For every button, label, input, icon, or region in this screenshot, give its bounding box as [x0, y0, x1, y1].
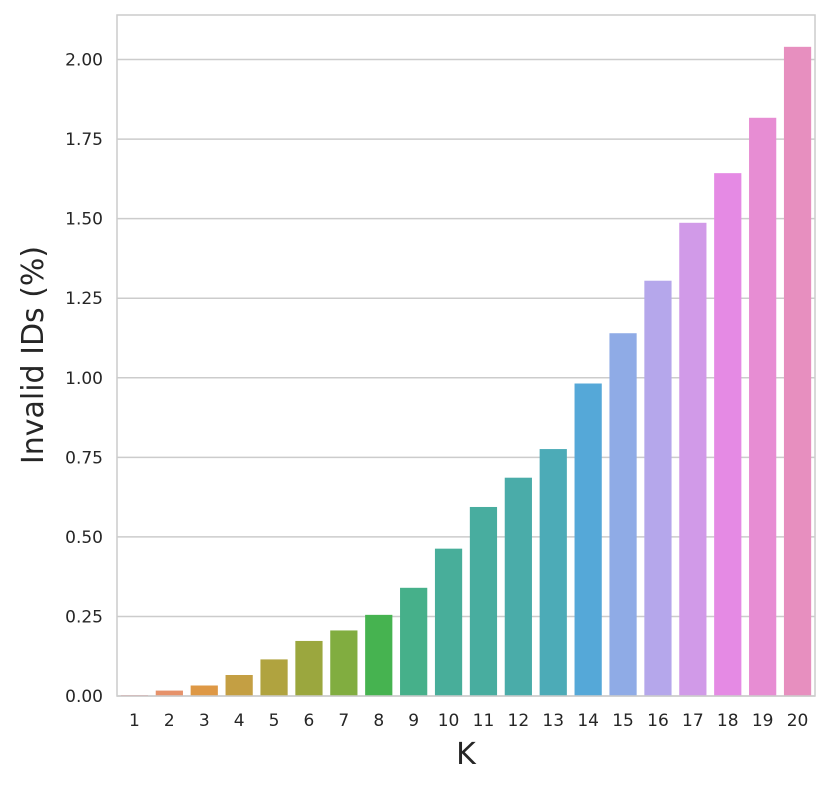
bar-k-12: [504, 477, 532, 696]
y-tick-label: 1.75: [65, 130, 103, 150]
bar-k-2: [155, 690, 183, 696]
x-tick-label: 17: [682, 711, 704, 731]
x-tick-label: 12: [508, 711, 530, 731]
x-tick-label: 1: [129, 711, 140, 731]
x-tick-label: 10: [438, 711, 460, 731]
x-tick-label: 20: [787, 711, 809, 731]
y-tick-label: 1.50: [65, 210, 103, 230]
bar-k-18: [714, 173, 742, 696]
bar-k-13: [539, 449, 567, 696]
bar-k-19: [749, 117, 777, 697]
plot-frame: [116, 14, 816, 697]
y-tick-label: 0.00: [65, 687, 103, 707]
bar-k-6: [295, 640, 323, 696]
x-tick-label: 14: [577, 711, 599, 731]
bar-k-8: [365, 614, 393, 696]
x-tick-label: 3: [199, 711, 210, 731]
bar-k-20: [783, 46, 812, 696]
x-tick-label: 2: [164, 711, 175, 731]
gridlines: [117, 58, 815, 697]
y-tick-label: 0.50: [65, 528, 103, 548]
x-tick-label: 5: [269, 711, 280, 731]
bar-k-10: [434, 548, 463, 696]
x-tick-label: 16: [647, 711, 669, 731]
bar-k-14: [574, 383, 602, 696]
y-tick-label: 1.00: [65, 369, 103, 389]
bar-k-4: [225, 674, 253, 696]
bar-k-7: [330, 630, 358, 696]
x-tick-labels: 1 2 3 4 5 6 7 8 9 10 11 12 13 14 15 16 17 18 19 20: [129, 711, 808, 731]
plot-area-background: [117, 15, 815, 696]
x-tick-label: 15: [612, 711, 634, 731]
x-tick-label: 8: [373, 711, 384, 731]
y-tick-label: 1.25: [65, 289, 103, 309]
y-tick-label: 0.75: [65, 448, 103, 468]
bar-k-9: [400, 587, 428, 696]
bars: [120, 46, 812, 697]
x-tick-label: 9: [408, 711, 419, 731]
bar-k-16: [644, 280, 672, 696]
y-axis-label: Invalid IDs (%): [16, 246, 51, 464]
x-tick-label: 4: [234, 711, 245, 731]
x-tick-label: 19: [752, 711, 774, 731]
y-tick-labels: 0.00 0.25 0.50 0.75 1.00 1.25 1.50 1.75 2.00: [65, 51, 103, 707]
x-tick-label: 18: [717, 711, 739, 731]
x-axis-label: K: [456, 737, 477, 772]
x-tick-label: 6: [304, 711, 315, 731]
y-tick-label: 2.00: [65, 51, 103, 71]
bar-k-11: [469, 506, 498, 696]
bar-k-5: [260, 659, 288, 696]
x-tick-label: 11: [473, 711, 495, 731]
y-tick-label: 0.25: [65, 607, 103, 627]
bar-k-15: [609, 333, 637, 696]
bar-k-3: [190, 685, 218, 696]
x-tick-label: 13: [542, 711, 564, 731]
x-tick-label: 7: [338, 711, 349, 731]
bar-k-17: [679, 222, 707, 696]
